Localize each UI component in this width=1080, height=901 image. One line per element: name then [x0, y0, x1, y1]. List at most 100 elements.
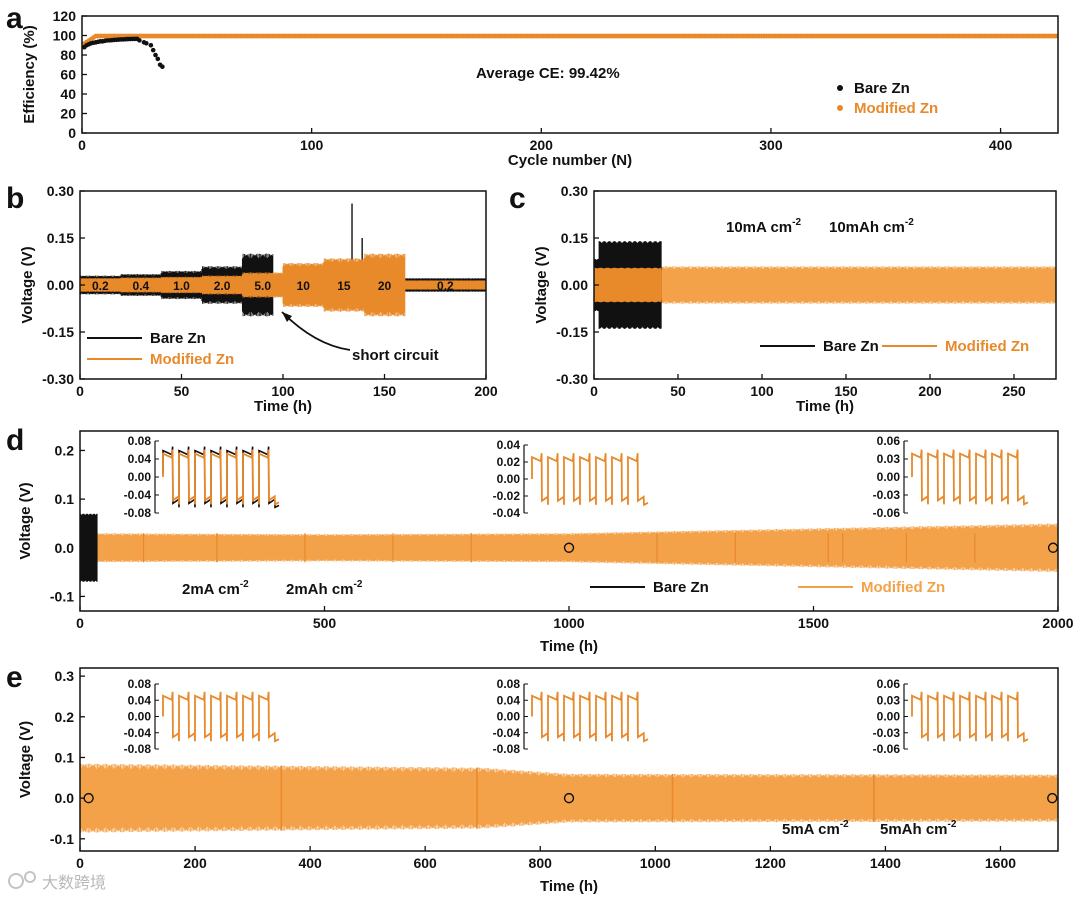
modified-zn-trace [120, 277, 162, 293]
inset-d-2-tick-label: 0.04 [497, 438, 521, 452]
x-axis-label: Time (h) [540, 878, 598, 895]
inset-d-3-tick-label: -0.03 [873, 488, 901, 502]
legend-bare-zn-label: Bare Zn [854, 80, 910, 97]
legend-bare-zn: Bare Zn [590, 579, 709, 596]
bare-zn-series [82, 36, 165, 69]
panel-c: 0 50 100 150 200 250 0.30 0.15 0.00 -0.15 -0.30 Tim… [509, 182, 1057, 415]
condition-capacity-sup: -2 [905, 217, 914, 228]
x-tick-label: 50 [174, 383, 190, 399]
y-tick-label: 0.15 [47, 230, 74, 246]
y-tick-label: 120 [53, 8, 77, 24]
panel-letter: c [509, 182, 526, 215]
inset-d-2: 0.04 0.02 0.00 -0.02 -0.04 [493, 438, 649, 520]
short-circuit-arrowhead [282, 312, 292, 322]
bare-zn-point [144, 41, 149, 46]
axes-frame [79, 667, 1059, 852]
x-tick-label: 200 [183, 855, 207, 871]
condition-capacity-sup: -2 [948, 819, 957, 830]
average-ce-annotation: Average CE: 99.42% [476, 65, 620, 82]
modified-zn-trace [404, 280, 486, 290]
inset-d-2-tick-label: -0.02 [493, 489, 521, 503]
axes-d: 0 500 1000 1500 2000 0.2 0.1 0.0 -0.1 Time (h) Vol… [6, 424, 1074, 655]
x-tick-label: 0 [76, 383, 84, 399]
inset-d-3: 0.06 0.03 0.00 -0.03 -0.06 [873, 434, 1029, 520]
inset-location-marker [563, 542, 575, 553]
modified-zn-trace [80, 523, 1058, 573]
condition-current-sup: -2 [840, 819, 849, 830]
y-tick-label: -0.1 [50, 831, 74, 847]
bare-zn-point [148, 42, 154, 48]
rate-label: 0.2 [437, 279, 454, 293]
legend-bare-zn-marker [837, 85, 843, 91]
modified-zn-overlay [594, 267, 662, 303]
x-tick-label: 1000 [553, 615, 584, 631]
x-tick-label: 1500 [798, 615, 829, 631]
condition-current-text: 5mA cm [782, 821, 840, 838]
legend-bare-zn-label: Bare Zn [150, 330, 206, 347]
inset-e-2-tick-label: 0.00 [497, 710, 521, 724]
inset-location-marker [1047, 792, 1058, 804]
inset-e-3-tick-label: 0.03 [877, 693, 901, 707]
inset-d-1-tick-label: -0.04 [124, 488, 152, 502]
x-tick-label: 100 [300, 137, 324, 153]
condition-capacity-text: 10mAh cm [829, 219, 905, 236]
x-tick-label: 0 [78, 137, 86, 153]
legend-modified-zn-label: Modified Zn [945, 338, 1029, 355]
modified-zn-trace [241, 272, 284, 298]
rate-label: 15 [337, 279, 351, 293]
inset-e-2-tick-label: -0.04 [493, 726, 521, 740]
inset-e-3-tick-label: 0.00 [877, 710, 901, 724]
y-axis-label: Voltage (V) [533, 246, 550, 323]
panel-letter: a [6, 2, 23, 35]
condition-current-text: 2mA cm [182, 581, 240, 598]
legend-modified-zn-marker [837, 105, 843, 111]
modified-zn-trace [363, 253, 406, 317]
modified-zn-trace [323, 258, 365, 312]
panel-letter: b [6, 182, 24, 215]
inset-d-1-tick-label: 0.00 [128, 470, 152, 484]
legend-bare-zn-label: Bare Zn [653, 579, 709, 596]
legend-modified-zn-label: Modified Zn [150, 351, 234, 368]
bare-zn-point [137, 38, 142, 43]
panel-letter: d [6, 424, 24, 457]
inset-location-marker [1047, 542, 1059, 553]
x-tick-label: 1000 [640, 855, 671, 871]
axes-c: 0 50 100 150 200 250 0.30 0.15 0.00 -0.15 -0.30 Tim… [509, 182, 1057, 415]
legend-bare-zn: Bare Zn [760, 338, 879, 355]
x-tick-label: 400 [298, 855, 322, 871]
short-circuit-annotation: short circuit [352, 347, 439, 364]
y-tick-label: -0.15 [42, 324, 74, 340]
legend-modified-zn: Modified Zn [837, 100, 938, 117]
y-tick-label: 0.30 [47, 183, 74, 199]
panel-d: 0 500 1000 1500 2000 0.2 0.1 0.0 -0.1 Time (h) Vol… [6, 424, 1074, 655]
x-tick-label: 50 [670, 383, 686, 399]
legend-modified-zn: Modified Zn [87, 351, 234, 368]
legend-modified-zn: Modified Zn [882, 338, 1029, 355]
rate-label: 5.0 [254, 279, 271, 293]
rate-label: 0.2 [92, 279, 109, 293]
bare-zn-point [160, 64, 165, 69]
rate-label: 20 [378, 279, 392, 293]
condition-capacity-text: 2mAh cm [286, 581, 354, 598]
axes-e: 0 200 400 600 800 1000 1200 1400 1600 0.3 0.2 0.1 0.… [6, 661, 1059, 895]
inset-e-2-tick-label: 0.04 [497, 693, 521, 707]
modified-zn-trace [201, 275, 243, 295]
inset-d-3-tick-label: -0.06 [873, 506, 901, 520]
y-axis-label: Voltage (V) [17, 721, 34, 798]
legend-bare-zn: Bare Zn [837, 80, 910, 97]
inset-d-1: 0.08 0.04 0.00 -0.04 -0.08 [124, 434, 280, 520]
y-tick-label: -0.30 [42, 371, 74, 387]
inset-e-1-tick-label: 0.04 [128, 693, 152, 707]
condition-current: 10mA cm-2 [726, 217, 801, 236]
bare-zn-point [153, 52, 158, 58]
x-axis-label: Time (h) [540, 638, 598, 655]
x-axis-label: Time (h) [254, 398, 312, 415]
inset-e-3-modified-curve [911, 691, 1029, 743]
x-tick-label: 300 [759, 137, 783, 153]
y-tick-label: 0.0 [55, 540, 75, 556]
x-tick-label: 100 [271, 383, 295, 399]
y-tick-label: 0.00 [47, 277, 74, 293]
y-tick-label: 40 [60, 86, 76, 102]
